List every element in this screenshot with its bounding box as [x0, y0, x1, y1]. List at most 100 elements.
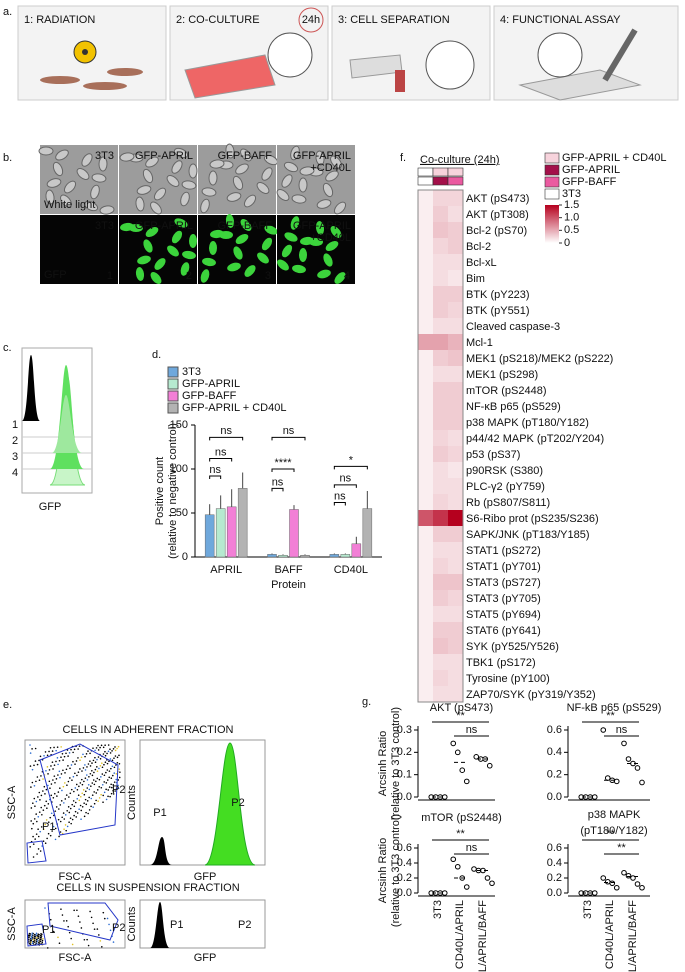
flow-dot: [60, 800, 63, 802]
flow-dot: [90, 916, 93, 919]
flow-dot: [58, 759, 61, 762]
heat-cell: [433, 302, 448, 318]
flow-dot: [64, 814, 67, 816]
flow-dot: [81, 783, 84, 786]
significance-label: ns: [272, 476, 284, 488]
flow-dot: [40, 794, 43, 797]
flow-dot: [113, 757, 115, 759]
flow-dot: [59, 820, 62, 823]
cell: [298, 248, 308, 262]
cell: [333, 201, 347, 215]
flow-dot: [82, 753, 84, 756]
cell: [180, 262, 190, 276]
dot: [489, 880, 495, 887]
cell: [225, 143, 235, 159]
flow-dot: [112, 789, 114, 792]
flow-dot: [43, 804, 46, 807]
flow-dot: [68, 811, 71, 814]
flow-dot: [108, 786, 111, 788]
flow-dot: [72, 760, 74, 763]
flow-dot: [94, 768, 97, 771]
heat-cell: [448, 270, 463, 286]
hist-xlabel: GFP: [39, 501, 62, 513]
gate-label: P1: [170, 919, 183, 931]
dot: [473, 754, 480, 760]
flow-dot: [95, 747, 98, 749]
heat-cell: [448, 670, 463, 686]
cell: [240, 148, 252, 162]
flow-dot: [95, 780, 97, 783]
significance-label: ns: [334, 490, 346, 502]
heat-cell: [418, 446, 433, 462]
flow-dot: [33, 818, 36, 820]
flow-dot: [115, 778, 117, 781]
flow-dot: [117, 787, 120, 790]
flow-dot: [32, 843, 35, 845]
bar: [237, 488, 248, 558]
row-label: MEK1 (pS298): [466, 369, 538, 381]
flow-dot: [80, 778, 83, 781]
heat-cell: [418, 574, 433, 590]
heat-cell: [448, 574, 463, 590]
row-label: STAT3 (pS727): [466, 577, 541, 589]
heat-cell: [418, 638, 433, 654]
flow-dot: [68, 796, 70, 798]
flow-dot: [38, 779, 41, 781]
flow-dot: [94, 761, 97, 764]
flow-dot: [51, 830, 53, 832]
heat-cell: [448, 590, 463, 606]
flow-dot: [84, 769, 87, 771]
y-tick-label: 0.0: [397, 791, 412, 803]
flow-dot: [107, 789, 110, 791]
column-label: GFP-APRIL: [293, 220, 351, 232]
flow-dot: [94, 749, 96, 752]
workflow-step: 4: FUNCTIONAL ASSAY: [500, 14, 621, 26]
colorbar-label: 0.5: [564, 224, 579, 236]
workflow-step: 1: RADIATION: [24, 14, 95, 26]
heat-cell: [448, 350, 463, 366]
gate-label: P1: [42, 924, 55, 936]
flow-dot: [76, 909, 78, 912]
heat-cell: [433, 654, 448, 670]
flow-dot: [57, 818, 60, 821]
heat-cell: [433, 526, 448, 542]
flow-dot: [37, 937, 40, 940]
heat-cell: [448, 414, 463, 430]
flow-dot: [101, 773, 104, 775]
flow-dot: [39, 940, 42, 943]
flow-dot: [40, 806, 43, 809]
heat-cell: [433, 670, 448, 686]
row-label: Bim: [466, 273, 485, 285]
heat-cell: [448, 302, 463, 318]
row-label: TBK1 (pS172): [466, 657, 536, 669]
cell: [300, 236, 314, 246]
column-label: GFP-BAFF: [218, 150, 273, 162]
flow-dot: [79, 759, 81, 762]
flow-dot: [87, 783, 90, 786]
cell: [264, 225, 278, 235]
flow-dot: [70, 748, 72, 751]
flow-dot: [111, 765, 114, 768]
flow-dot: [113, 781, 116, 783]
significance-bracket: [209, 457, 233, 462]
flow-dot: [86, 938, 88, 941]
heat-cell: [448, 510, 463, 526]
flow-dot: [37, 796, 39, 798]
dot: [621, 740, 627, 747]
flow-dot: [77, 771, 80, 773]
flow-dot: [40, 775, 42, 777]
heat-cell: [448, 286, 463, 302]
flow-dot: [64, 824, 67, 826]
flow-dot: [50, 783, 53, 785]
flow-dot: [114, 746, 116, 748]
flow-dot: [103, 774, 106, 777]
flow-dot: [33, 935, 36, 938]
cell: [291, 194, 307, 204]
flow-dot: [74, 801, 77, 804]
flow-dot: [99, 764, 102, 767]
flow-dot: [79, 795, 82, 798]
flow-dot: [104, 744, 106, 747]
cell: [181, 180, 197, 190]
cell: [323, 253, 333, 267]
heat-cell: [448, 558, 463, 574]
